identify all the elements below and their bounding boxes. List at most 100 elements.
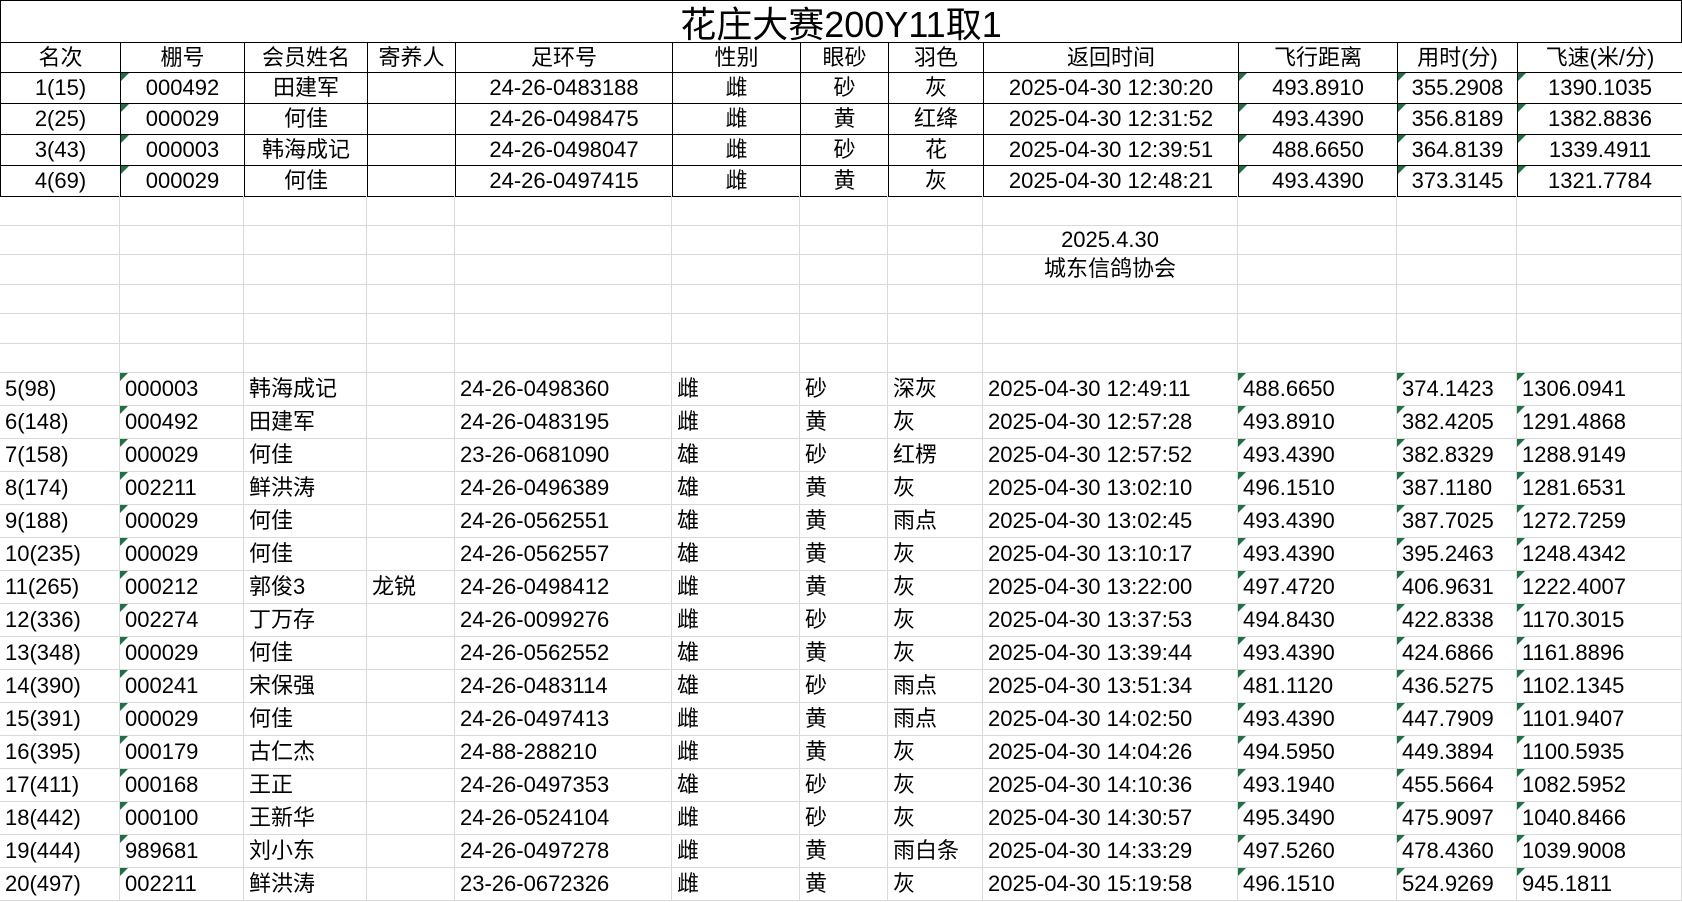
- cell-return-time[interactable]: 2025-04-30 12:49:11: [983, 373, 1238, 406]
- cell-minutes[interactable]: 447.7909: [1397, 703, 1517, 736]
- cell-minutes[interactable]: 455.5664: [1397, 769, 1517, 802]
- empty-cell[interactable]: [244, 285, 367, 315]
- cell-member[interactable]: 王新华: [244, 802, 367, 835]
- empty-cell[interactable]: [367, 255, 455, 285]
- cell-speed[interactable]: 1222.4007: [1517, 571, 1682, 604]
- cell-loft[interactable]: 000241: [120, 670, 244, 703]
- empty-cell[interactable]: [0, 255, 120, 285]
- cell-foster[interactable]: [367, 472, 455, 505]
- cell-minutes[interactable]: 422.8338: [1397, 604, 1517, 637]
- cell-rank[interactable]: 11(265): [0, 571, 120, 604]
- cell-loft[interactable]: 002211: [120, 472, 244, 505]
- cell-speed[interactable]: 1272.7259: [1517, 505, 1682, 538]
- cell-member[interactable]: 田建军: [245, 73, 368, 104]
- cell-distance[interactable]: 497.4720: [1238, 571, 1397, 604]
- cell-rank[interactable]: 15(391): [0, 703, 120, 736]
- cell-member[interactable]: 何佳: [244, 703, 367, 736]
- cell-return-time[interactable]: 2025-04-30 12:48:21: [984, 166, 1239, 197]
- cell-distance[interactable]: 494.8430: [1238, 604, 1397, 637]
- cell-minutes[interactable]: 475.9097: [1397, 802, 1517, 835]
- empty-cell[interactable]: [455, 285, 672, 315]
- empty-cell[interactable]: [800, 226, 888, 256]
- empty-cell[interactable]: [1238, 196, 1397, 226]
- cell-eye[interactable]: 黄: [800, 835, 888, 868]
- cell-loft[interactable]: 000029: [121, 104, 245, 135]
- empty-cell[interactable]: [1517, 344, 1682, 374]
- cell-sex[interactable]: 雄: [672, 637, 800, 670]
- cell-ring[interactable]: 24-26-0497278: [455, 835, 672, 868]
- empty-cell[interactable]: [244, 196, 367, 226]
- cell-loft[interactable]: 000168: [120, 769, 244, 802]
- cell-member[interactable]: 丁万存: [244, 604, 367, 637]
- cell-member[interactable]: 古仁杰: [244, 736, 367, 769]
- cell-loft[interactable]: 000029: [120, 637, 244, 670]
- empty-cell[interactable]: [672, 255, 800, 285]
- empty-cell[interactable]: [0, 226, 120, 256]
- cell-eye[interactable]: 黄: [801, 166, 889, 197]
- cell-minutes[interactable]: 424.6866: [1397, 637, 1517, 670]
- empty-cell[interactable]: [800, 314, 888, 344]
- cell-distance[interactable]: 496.1510: [1238, 868, 1397, 901]
- cell-rank[interactable]: 12(336): [0, 604, 120, 637]
- cell-speed[interactable]: 1382.8836: [1518, 104, 1682, 135]
- empty-cell[interactable]: [244, 226, 367, 256]
- cell-distance[interactable]: 495.3490: [1238, 802, 1397, 835]
- empty-cell[interactable]: [455, 344, 672, 374]
- cell-rank[interactable]: 18(442): [0, 802, 120, 835]
- cell-foster[interactable]: [368, 166, 456, 197]
- empty-cell[interactable]: [672, 314, 800, 344]
- cell-eye[interactable]: 黄: [800, 736, 888, 769]
- empty-cell[interactable]: [120, 314, 244, 344]
- cell-distance[interactable]: 493.4390: [1238, 439, 1397, 472]
- cell-foster[interactable]: [367, 604, 455, 637]
- empty-cell[interactable]: [800, 255, 888, 285]
- cell-minutes[interactable]: 395.2463: [1397, 538, 1517, 571]
- cell-speed[interactable]: 1248.4342: [1517, 538, 1682, 571]
- cell-foster[interactable]: [368, 104, 456, 135]
- cell-distance[interactable]: 493.4390: [1238, 637, 1397, 670]
- cell-ring[interactable]: 24-26-0496389: [455, 472, 672, 505]
- cell-speed[interactable]: 1390.1035: [1518, 73, 1682, 104]
- cell-sex[interactable]: 雌: [672, 703, 800, 736]
- cell-feather[interactable]: 红楞: [888, 439, 983, 472]
- empty-cell[interactable]: [1397, 255, 1517, 285]
- cell-sex[interactable]: 雌: [672, 406, 800, 439]
- empty-cell[interactable]: [367, 196, 455, 226]
- empty-cell[interactable]: [1238, 285, 1397, 315]
- empty-cell[interactable]: [244, 314, 367, 344]
- cell-return-time[interactable]: 2025-04-30 12:39:51: [984, 135, 1239, 166]
- cell-member[interactable]: 鲜洪涛: [244, 868, 367, 901]
- cell-member[interactable]: 何佳: [244, 439, 367, 472]
- cell-minutes[interactable]: 356.8189: [1398, 104, 1518, 135]
- empty-cell[interactable]: [1238, 226, 1397, 256]
- cell-distance[interactable]: 493.4390: [1239, 166, 1398, 197]
- empty-cell[interactable]: [244, 344, 367, 374]
- cell-loft[interactable]: 000029: [121, 166, 245, 197]
- cell-minutes[interactable]: 387.7025: [1397, 505, 1517, 538]
- empty-cell[interactable]: [0, 196, 120, 226]
- cell-feather[interactable]: 灰: [888, 868, 983, 901]
- empty-cell[interactable]: [983, 196, 1238, 226]
- cell-ring[interactable]: 24-26-0498360: [455, 373, 672, 406]
- cell-minutes[interactable]: 436.5275: [1397, 670, 1517, 703]
- empty-cell[interactable]: [244, 255, 367, 285]
- cell-sex[interactable]: 雌: [673, 104, 801, 135]
- cell-foster[interactable]: [367, 637, 455, 670]
- cell-foster[interactable]: [367, 406, 455, 439]
- empty-cell[interactable]: [888, 196, 983, 226]
- cell-return-time[interactable]: 2025-04-30 12:57:52: [983, 439, 1238, 472]
- cell-member[interactable]: 何佳: [245, 104, 368, 135]
- cell-return-time[interactable]: 2025-04-30 12:30:20: [984, 73, 1239, 104]
- empty-cell[interactable]: [1238, 255, 1397, 285]
- cell-speed[interactable]: 1281.6531: [1517, 472, 1682, 505]
- cell-distance[interactable]: 493.8910: [1239, 73, 1398, 104]
- cell-member[interactable]: 王正: [244, 769, 367, 802]
- cell-return-time[interactable]: 2025-04-30 14:33:29: [983, 835, 1238, 868]
- cell-distance[interactable]: 496.1510: [1238, 472, 1397, 505]
- cell-eye[interactable]: 黄: [800, 571, 888, 604]
- cell-ring[interactable]: 23-26-0681090: [455, 439, 672, 472]
- empty-cell[interactable]: [888, 226, 983, 256]
- cell-foster[interactable]: [368, 73, 456, 104]
- cell-rank[interactable]: 2(25): [1, 104, 121, 135]
- cell-feather[interactable]: 雨点: [888, 703, 983, 736]
